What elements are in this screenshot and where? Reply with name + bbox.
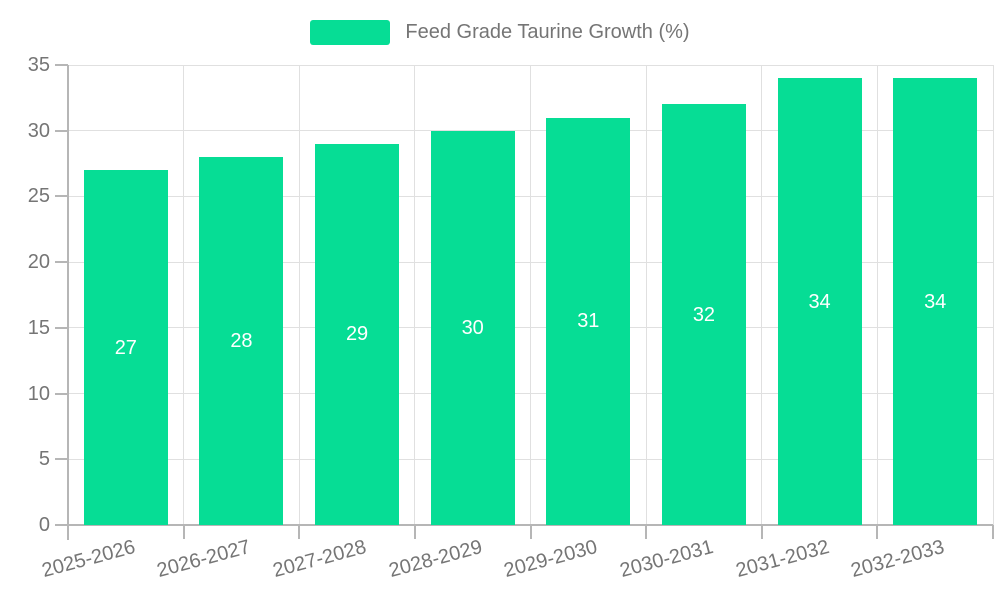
y-axis-label: 10 bbox=[27, 382, 50, 405]
y-axis-label: 5 bbox=[38, 448, 50, 471]
x-axis-tick bbox=[645, 525, 648, 539]
y-axis-tick bbox=[55, 392, 68, 395]
v-gridline bbox=[645, 65, 647, 525]
legend-swatch bbox=[310, 19, 391, 45]
bar-value-label: 29 bbox=[345, 323, 369, 346]
bar[interactable] bbox=[546, 117, 631, 525]
bar[interactable] bbox=[315, 143, 400, 525]
x-axis-tick bbox=[413, 525, 416, 539]
v-gridline bbox=[530, 65, 531, 525]
y-axis-label: 35 bbox=[27, 54, 50, 76]
bar-value-label: 34 bbox=[924, 290, 947, 313]
y-axis-label: 25 bbox=[27, 185, 50, 208]
x-axis-tick bbox=[876, 525, 879, 539]
bar-value-label: 32 bbox=[692, 303, 716, 326]
x-axis-tick bbox=[182, 525, 185, 539]
y-axis-line bbox=[67, 65, 69, 540]
bar[interactable] bbox=[777, 78, 862, 525]
y-axis-label: 20 bbox=[27, 251, 50, 274]
y-axis-label: 30 bbox=[27, 119, 50, 142]
x-axis-tick bbox=[992, 525, 994, 539]
bar[interactable] bbox=[199, 157, 284, 525]
v-gridline bbox=[298, 65, 300, 525]
x-axis-tick bbox=[760, 525, 763, 539]
y-axis-label: 15 bbox=[27, 316, 50, 339]
bar[interactable] bbox=[661, 104, 746, 525]
legend-item[interactable]: Feed Grade Taurine Growth (%) bbox=[310, 19, 690, 45]
y-axis-tick bbox=[55, 326, 68, 329]
y-axis-tick bbox=[55, 195, 68, 198]
y-axis-label: 0 bbox=[38, 514, 50, 536]
x-axis-tick bbox=[298, 525, 301, 539]
bar[interactable] bbox=[430, 130, 515, 525]
legend-label: Feed Grade Taurine Growth (%) bbox=[405, 20, 690, 43]
x-axis-line bbox=[68, 524, 993, 526]
bar-value-label: 34 bbox=[808, 290, 831, 313]
x-axis-tick bbox=[529, 525, 532, 539]
y-axis-tick bbox=[55, 458, 68, 461]
bar-value-label: 30 bbox=[461, 316, 484, 339]
legend: Feed Grade Taurine Growth (%) bbox=[0, 17, 1000, 47]
y-axis-tick bbox=[55, 261, 68, 264]
bar[interactable] bbox=[83, 170, 168, 525]
bar[interactable] bbox=[893, 78, 978, 525]
v-gridline bbox=[414, 65, 416, 525]
v-gridline bbox=[992, 65, 994, 525]
v-gridline bbox=[183, 65, 185, 525]
v-gridline bbox=[876, 65, 878, 525]
v-gridline bbox=[761, 65, 763, 525]
y-axis-tick bbox=[55, 64, 68, 66]
y-axis-tick bbox=[55, 129, 68, 132]
bar-value-label: 27 bbox=[114, 336, 137, 359]
bar-value-label: 28 bbox=[230, 330, 253, 352]
bar-value-label: 31 bbox=[577, 310, 600, 333]
y-axis-tick bbox=[55, 524, 68, 526]
